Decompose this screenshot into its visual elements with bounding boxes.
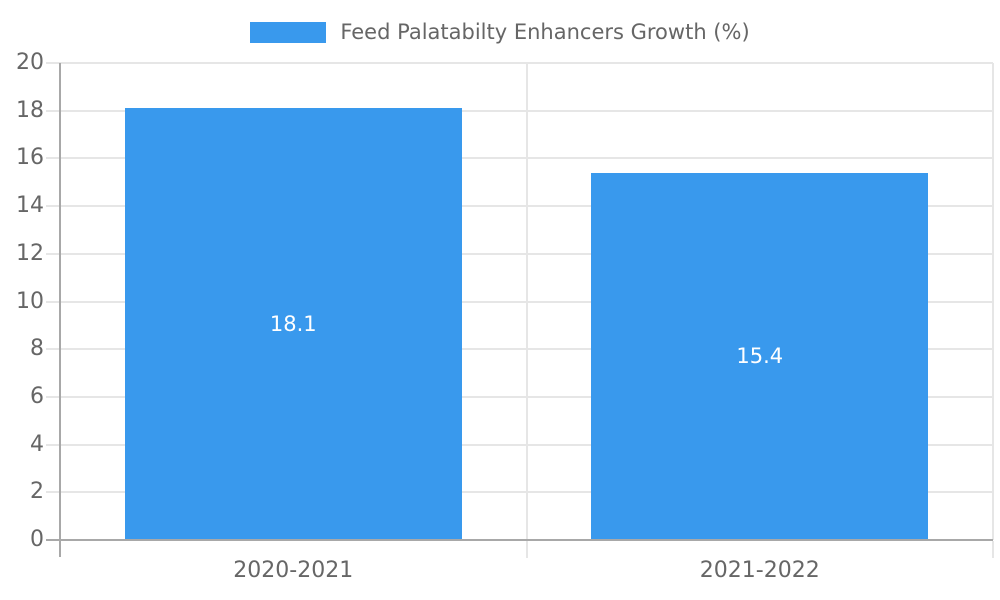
x-axis-category-label: 2021-2022 [699, 558, 820, 583]
y-axis-line [59, 63, 61, 557]
y-tick [46, 443, 60, 446]
y-axis-tick-label: 2 [30, 479, 44, 505]
y-tick [46, 157, 60, 160]
y-axis-tick-label: 20 [16, 50, 44, 75]
bar-value-label: 18.1 [269, 312, 317, 337]
bar[interactable] [591, 172, 929, 540]
y-tick [46, 348, 60, 351]
y-axis-tick-label: 0 [30, 527, 44, 552]
y-axis-tick-label: 16 [16, 145, 44, 171]
x-tick [525, 541, 528, 558]
y-axis-tick-label: 12 [16, 240, 44, 266]
legend-label: Feed Palatabilty Enhancers Growth (%) [340, 20, 750, 44]
category-boundary-gridline [992, 63, 994, 540]
y-axis-tick-label: 6 [30, 383, 44, 409]
category-boundary-gridline [525, 63, 528, 540]
x-axis-category-label: 2020-2021 [233, 558, 354, 583]
y-tick [46, 62, 60, 64]
legend-swatch-icon [250, 21, 327, 43]
y-axis-tick-label: 8 [30, 336, 44, 362]
y-axis-tick-label: 14 [16, 193, 44, 219]
x-axis-line [46, 539, 993, 541]
bar-value-label: 15.4 [736, 344, 784, 369]
y-tick [46, 205, 60, 208]
y-tick [46, 300, 60, 303]
y-axis-tick-label: 18 [16, 97, 44, 123]
y-tick [46, 109, 60, 112]
bar[interactable] [124, 108, 462, 540]
chart-legend[interactable]: Feed Palatabilty Enhancers Growth (%) [0, 20, 1000, 44]
y-tick [46, 395, 60, 398]
y-axis-tick-label: 4 [30, 431, 44, 457]
y-tick [46, 252, 60, 255]
x-tick [992, 541, 994, 558]
y-axis-tick-label: 10 [16, 288, 44, 314]
y-tick [46, 491, 60, 494]
